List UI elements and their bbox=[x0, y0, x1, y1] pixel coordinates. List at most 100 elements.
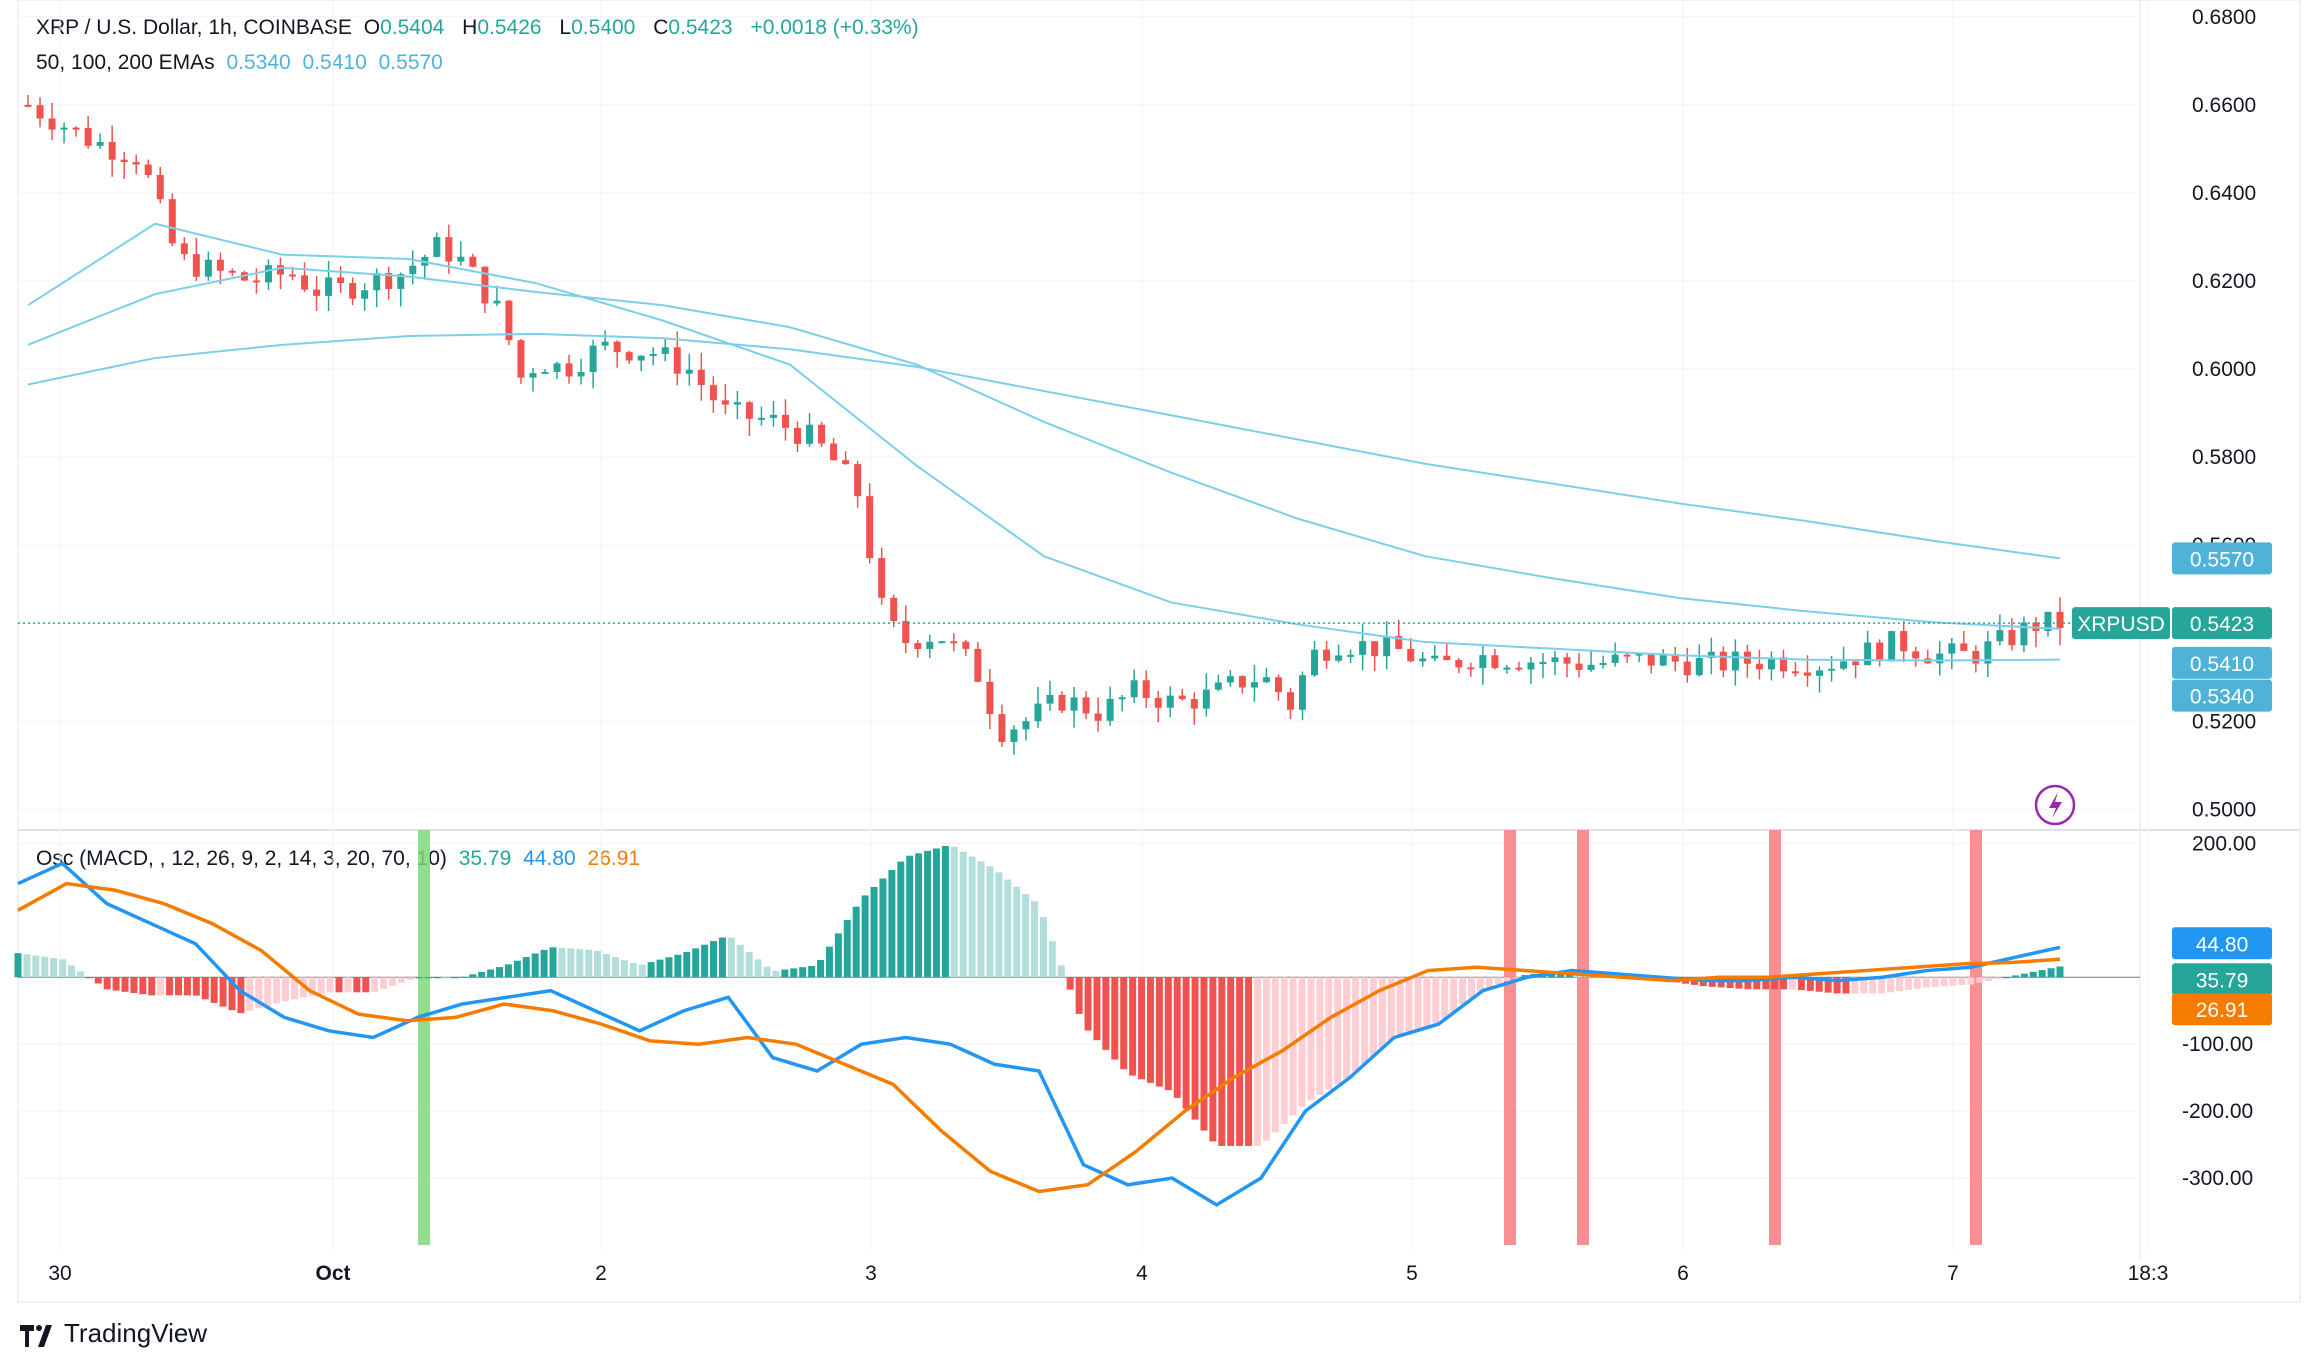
osc-tick-label: 200.00 bbox=[2192, 832, 2256, 855]
histogram-bar bbox=[932, 848, 940, 978]
histogram-bar bbox=[1138, 977, 1146, 1080]
candle-body bbox=[685, 369, 693, 374]
candle-body bbox=[2020, 622, 2028, 646]
candle-body bbox=[757, 417, 765, 420]
histogram-bar bbox=[121, 977, 129, 992]
histogram-bar bbox=[415, 977, 423, 979]
histogram-bar bbox=[2029, 971, 2037, 978]
histogram-bar bbox=[1307, 977, 1315, 1101]
candle-body bbox=[781, 414, 789, 428]
histogram-bar bbox=[924, 850, 932, 978]
tradingview-brand[interactable]: TradingView bbox=[20, 1318, 207, 1349]
histogram-bar bbox=[843, 920, 851, 978]
histogram-bar bbox=[897, 861, 905, 978]
histogram-bar bbox=[460, 976, 468, 978]
histogram-bar bbox=[85, 977, 93, 979]
candle-body bbox=[1359, 641, 1367, 655]
candle-body bbox=[830, 443, 838, 461]
candle-body bbox=[1491, 655, 1499, 668]
price-tick-label: 0.6400 bbox=[2192, 182, 2256, 205]
histogram-bar bbox=[594, 951, 602, 978]
candle-body bbox=[541, 371, 549, 374]
candle-body bbox=[457, 256, 465, 262]
histogram-bar bbox=[201, 977, 209, 1000]
candle-body bbox=[84, 127, 92, 146]
candle-body bbox=[385, 273, 393, 289]
candle-body bbox=[1190, 699, 1198, 709]
candle-body bbox=[1106, 698, 1114, 721]
histogram-bar bbox=[1744, 977, 1752, 990]
candle-body bbox=[1274, 677, 1282, 693]
candle-body bbox=[301, 275, 309, 290]
histogram-bar bbox=[1503, 977, 1511, 982]
candle-body bbox=[926, 641, 934, 649]
histogram-bar bbox=[1788, 977, 1796, 990]
candle-body bbox=[565, 363, 573, 377]
histogram-bar bbox=[504, 964, 512, 978]
candle-body bbox=[1166, 695, 1174, 708]
histogram-bar bbox=[968, 856, 976, 978]
histogram-bar bbox=[1191, 977, 1199, 1120]
candle-body bbox=[1852, 661, 1860, 666]
candle-body bbox=[1876, 642, 1884, 662]
price-pane[interactable] bbox=[18, 94, 2090, 826]
histogram-bar bbox=[790, 968, 798, 978]
price-legend: XRP / U.S. Dollar, 1h, COINBASE O0.5404 … bbox=[36, 16, 925, 40]
histogram-bar bbox=[1200, 977, 1208, 1131]
histogram-bar bbox=[754, 959, 762, 978]
candle-body bbox=[96, 141, 104, 146]
candle-body bbox=[1527, 662, 1535, 670]
histogram-bar bbox=[1432, 977, 1440, 1024]
histogram-bar bbox=[14, 953, 22, 978]
candle-body bbox=[1960, 643, 1968, 651]
histogram-bar bbox=[192, 977, 200, 996]
candle-body bbox=[1539, 662, 1547, 665]
oscillator-pane[interactable] bbox=[14, 830, 2141, 1245]
symbol-tag: XRPUSD bbox=[2077, 613, 2165, 636]
histogram-bar bbox=[834, 933, 842, 978]
candle-body bbox=[902, 621, 910, 644]
histogram-bar bbox=[1084, 977, 1092, 1031]
histogram-bar bbox=[513, 960, 521, 978]
histogram-bar bbox=[1378, 977, 1386, 1048]
candle-body bbox=[60, 127, 68, 130]
osc-hist-value: 35.79 bbox=[458, 847, 512, 870]
ema-legend[interactable]: 50, 100, 200 EMAs 0.5340 0.5410 0.5570 bbox=[36, 51, 449, 75]
osc-legend[interactable]: Osc (MACD, , 12, 26, 9, 2, 14, 3, 20, 70… bbox=[36, 847, 646, 871]
candle-body bbox=[337, 277, 345, 283]
histogram-bar bbox=[674, 954, 682, 978]
symbol-tag-bg bbox=[2072, 607, 2170, 640]
histogram-bar bbox=[362, 977, 370, 993]
high-label: H bbox=[462, 16, 478, 39]
histogram-bar bbox=[50, 958, 58, 978]
candle-body bbox=[1395, 636, 1403, 649]
histogram-bar bbox=[1913, 977, 1921, 989]
histogram-bar bbox=[1155, 977, 1163, 1087]
histogram-bar bbox=[1004, 879, 1012, 978]
histogram-bar bbox=[442, 977, 450, 979]
candle-body bbox=[1731, 651, 1739, 671]
histogram-bar bbox=[41, 956, 49, 978]
histogram-bar bbox=[888, 870, 896, 978]
close-value: 0.5423 bbox=[668, 16, 733, 39]
histogram-bar bbox=[567, 948, 575, 978]
osc-tick-label: -100.00 bbox=[2182, 1033, 2253, 1056]
histogram-bar bbox=[255, 977, 263, 1009]
candle-body bbox=[1683, 661, 1691, 676]
histogram-bar bbox=[2011, 975, 2019, 978]
candle-body bbox=[1034, 703, 1042, 722]
candle-body bbox=[168, 199, 176, 244]
histogram-bar bbox=[638, 964, 646, 978]
candle-body bbox=[72, 127, 80, 130]
histogram-bar bbox=[130, 977, 138, 993]
histogram-bar bbox=[549, 947, 557, 978]
ema50-tag: 0.5340 bbox=[2190, 686, 2254, 709]
histogram-bar bbox=[487, 969, 495, 978]
price-tick-label: 0.5000 bbox=[2192, 798, 2256, 821]
candle-body bbox=[36, 105, 44, 119]
histogram-bar bbox=[870, 886, 878, 978]
histogram-bar bbox=[531, 953, 539, 978]
histogram-bar bbox=[1022, 894, 1030, 978]
candle-body bbox=[517, 340, 525, 378]
